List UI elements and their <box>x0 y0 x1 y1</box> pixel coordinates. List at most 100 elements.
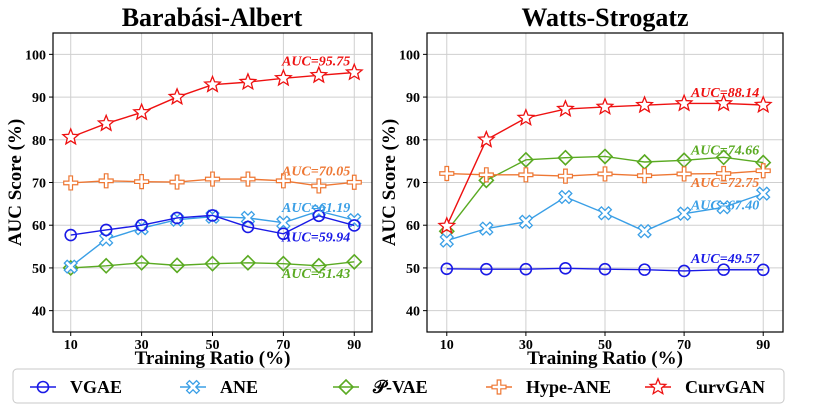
y-tick-label: 50 <box>32 262 46 277</box>
data-point <box>518 167 534 183</box>
annotation-hype-ane-ws: AUC=72.75 <box>690 176 759 191</box>
data-point <box>98 173 114 189</box>
series-ane-ws <box>439 186 771 248</box>
data-point <box>132 102 152 121</box>
data-point <box>312 209 326 223</box>
y-tick-label: 80 <box>32 134 46 149</box>
plot-ws: Watts-Strogatz 40 50 60 70 80 90 100 10 30 50 70 90 T… <box>379 3 784 369</box>
legend-label: VGAE <box>70 377 122 397</box>
series-vgae-ba <box>64 209 361 242</box>
data-point <box>98 232 114 247</box>
y-tick-label: 70 <box>32 177 46 192</box>
y-axis-label-ba: AUC Score (%) <box>5 119 26 246</box>
data-point <box>636 168 653 184</box>
x-tick-label: 50 <box>206 338 220 353</box>
data-point <box>635 95 655 114</box>
data-point <box>716 165 732 182</box>
x-tick-label: 10 <box>64 338 78 353</box>
data-point <box>135 218 148 232</box>
y-tick-label: 80 <box>406 134 420 149</box>
data-point <box>519 262 533 276</box>
y-axis-label-ws: AUC Score (%) <box>379 119 400 246</box>
data-point <box>557 168 574 184</box>
data-point <box>168 257 186 274</box>
data-point <box>61 127 81 146</box>
data-point <box>597 166 613 182</box>
x-tick-label: 90 <box>756 338 770 353</box>
data-point <box>239 254 257 271</box>
x-tick-label: 90 <box>347 338 361 353</box>
annotation-vgae-ba: AUC=59.94 <box>281 230 350 245</box>
legend-marker <box>36 380 50 394</box>
annotation-p-vae-ws: AUC=74.66 <box>690 144 759 159</box>
data-point <box>96 113 116 132</box>
y-tick-label: 60 <box>406 219 420 234</box>
y-tick-label: 50 <box>406 262 420 277</box>
data-point <box>674 93 694 112</box>
data-point <box>63 175 79 191</box>
legend-item: Hype-ANE <box>486 377 611 397</box>
series-vgae-ws <box>440 262 770 278</box>
data-point <box>203 74 222 93</box>
data-point <box>238 72 258 91</box>
x-axis-label-ba: Training Ratio (%) <box>135 348 291 369</box>
data-point <box>559 262 572 275</box>
legend-marker <box>337 378 355 396</box>
data-point <box>439 165 455 182</box>
series-hype-ane-ws <box>439 163 771 184</box>
data-point <box>240 171 256 187</box>
annotation-hype-ane-ba: AUC=70.05 <box>281 164 350 179</box>
data-point <box>716 199 731 215</box>
legend-marker <box>648 377 668 396</box>
data-point <box>480 262 493 276</box>
data-point <box>64 228 78 242</box>
data-point <box>598 262 612 276</box>
data-point <box>241 220 255 234</box>
series-line <box>446 267 764 272</box>
data-point <box>134 174 150 190</box>
data-point <box>309 65 329 84</box>
legend-marker <box>185 379 201 395</box>
data-point <box>275 255 292 272</box>
data-point <box>478 172 495 189</box>
data-point <box>717 263 730 276</box>
data-point <box>638 263 651 276</box>
data-point <box>676 206 692 221</box>
annotation-ane-ws: AUC=67.40 <box>690 199 759 214</box>
data-point <box>478 167 494 183</box>
y-tick-label: 60 <box>32 219 46 234</box>
series-curvgan-ws <box>437 93 773 235</box>
legend-label: Hype-ANE <box>526 377 611 397</box>
data-point <box>637 223 652 239</box>
data-point <box>755 163 771 179</box>
legend-item: 𝒫-VAE <box>333 377 428 397</box>
data-point <box>439 233 455 248</box>
data-point <box>479 221 494 236</box>
y-tick-label: 70 <box>406 177 420 192</box>
data-point <box>517 151 535 168</box>
data-point <box>677 264 691 278</box>
data-point <box>557 149 574 166</box>
chart-title-ba: Barabási-Albert <box>122 3 303 32</box>
data-point <box>204 255 221 272</box>
data-point <box>555 99 575 118</box>
annotation-p-vae-ba: AUC=51.43 <box>281 267 350 282</box>
annotation-curvgan-ws: AUC=88.14 <box>690 86 759 101</box>
data-point <box>516 108 536 127</box>
x-tick-label: 70 <box>276 338 290 353</box>
legend-item: VGAE <box>30 377 122 397</box>
data-point <box>476 129 496 148</box>
data-point <box>204 171 221 187</box>
data-point <box>596 148 614 165</box>
series-p-vae-ba <box>62 253 363 277</box>
data-point <box>277 227 290 241</box>
data-point <box>676 166 692 182</box>
y-tick-label: 90 <box>406 91 420 106</box>
legend-box <box>12 368 785 404</box>
data-point <box>169 174 185 190</box>
x-axis-label-ws: Training Ratio (%) <box>527 348 683 369</box>
data-point <box>275 173 291 189</box>
data-point <box>98 257 115 274</box>
y-tick-label: 40 <box>32 305 46 320</box>
